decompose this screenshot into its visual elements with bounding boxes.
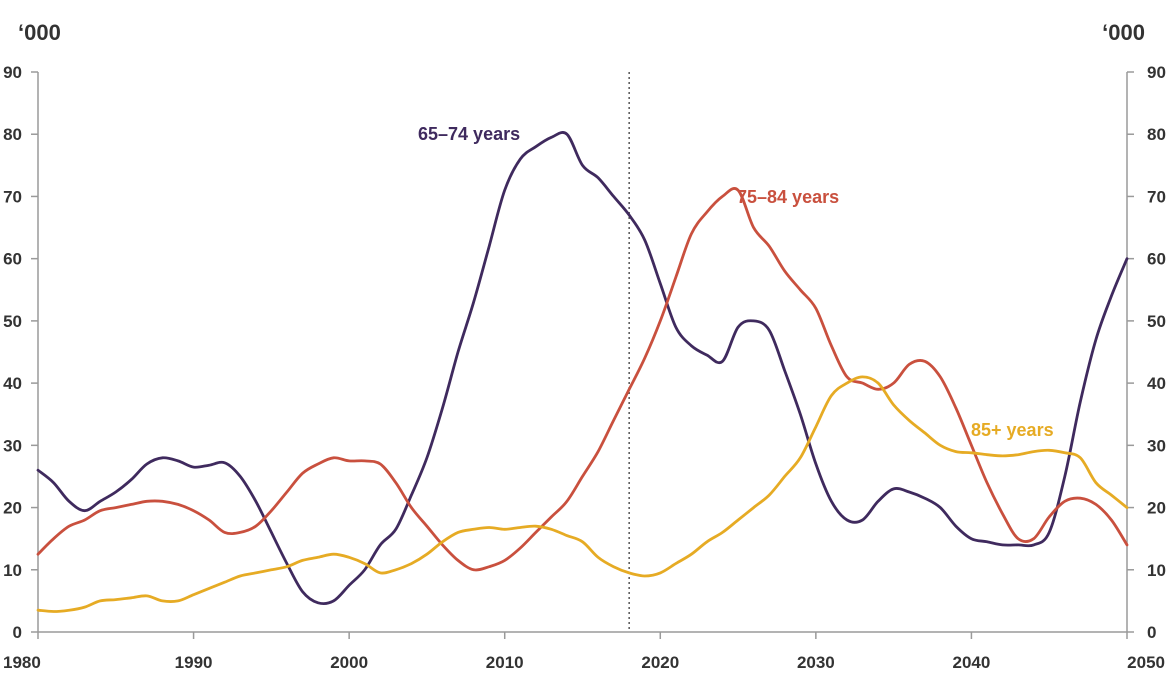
x-tick-label: 2020 xyxy=(641,653,679,672)
y-tick-label-left: 70 xyxy=(3,187,22,206)
left-axis-unit: ‘000 xyxy=(18,20,61,45)
y-tick-label-right: 0 xyxy=(1147,623,1156,642)
y-tick-label-right: 60 xyxy=(1147,250,1166,269)
series-labels: 65–74 years 75–84 years 85+ years xyxy=(418,124,1054,440)
series-75-84-line xyxy=(36,187,1129,572)
y-tick-label-right: 50 xyxy=(1147,312,1166,331)
x-tick-label: 2000 xyxy=(330,653,368,672)
y-tick-label-right: 70 xyxy=(1147,187,1166,206)
y-tick-label-left: 30 xyxy=(3,436,22,455)
y-tick-label-left: 40 xyxy=(3,374,22,393)
x-tick-label: 2050 xyxy=(1127,653,1165,672)
x-tick-label: 1980 xyxy=(3,653,41,672)
right-axis-unit: ‘000 xyxy=(1102,20,1145,45)
y-tick-label-left: 80 xyxy=(3,125,22,144)
x-tick-label: 2040 xyxy=(953,653,991,672)
x-tick-label: 2030 xyxy=(797,653,835,672)
y-tick-label-left: 20 xyxy=(3,499,22,518)
series-label-75-84: 75–84 years xyxy=(737,187,839,207)
y-tick-label-right: 10 xyxy=(1147,561,1166,580)
y-tick-label-right: 90 xyxy=(1147,63,1166,82)
series-label-65-74: 65–74 years xyxy=(418,124,520,144)
y-tick-label-left: 60 xyxy=(3,250,22,269)
x-tick-label: 2010 xyxy=(486,653,524,672)
y-tick-label-right: 30 xyxy=(1147,436,1166,455)
y-tick-label-right: 20 xyxy=(1147,499,1166,518)
series-65-74-line xyxy=(36,131,1129,606)
tick-labels: 0102030405060708090010203040506070809019… xyxy=(3,63,1166,672)
series-lines xyxy=(36,131,1129,613)
y-tick-label-left: 90 xyxy=(3,63,22,82)
series-label-85-plus: 85+ years xyxy=(971,420,1054,440)
y-tick-label-left: 10 xyxy=(3,561,22,580)
x-tick-label: 1990 xyxy=(175,653,213,672)
series-85-plus-line xyxy=(36,375,1129,613)
y-tick-label-left: 0 xyxy=(13,623,22,642)
y-tick-label-right: 40 xyxy=(1147,374,1166,393)
axes xyxy=(31,71,1134,639)
y-tick-label-left: 50 xyxy=(3,312,22,331)
y-tick-label-right: 80 xyxy=(1147,125,1166,144)
